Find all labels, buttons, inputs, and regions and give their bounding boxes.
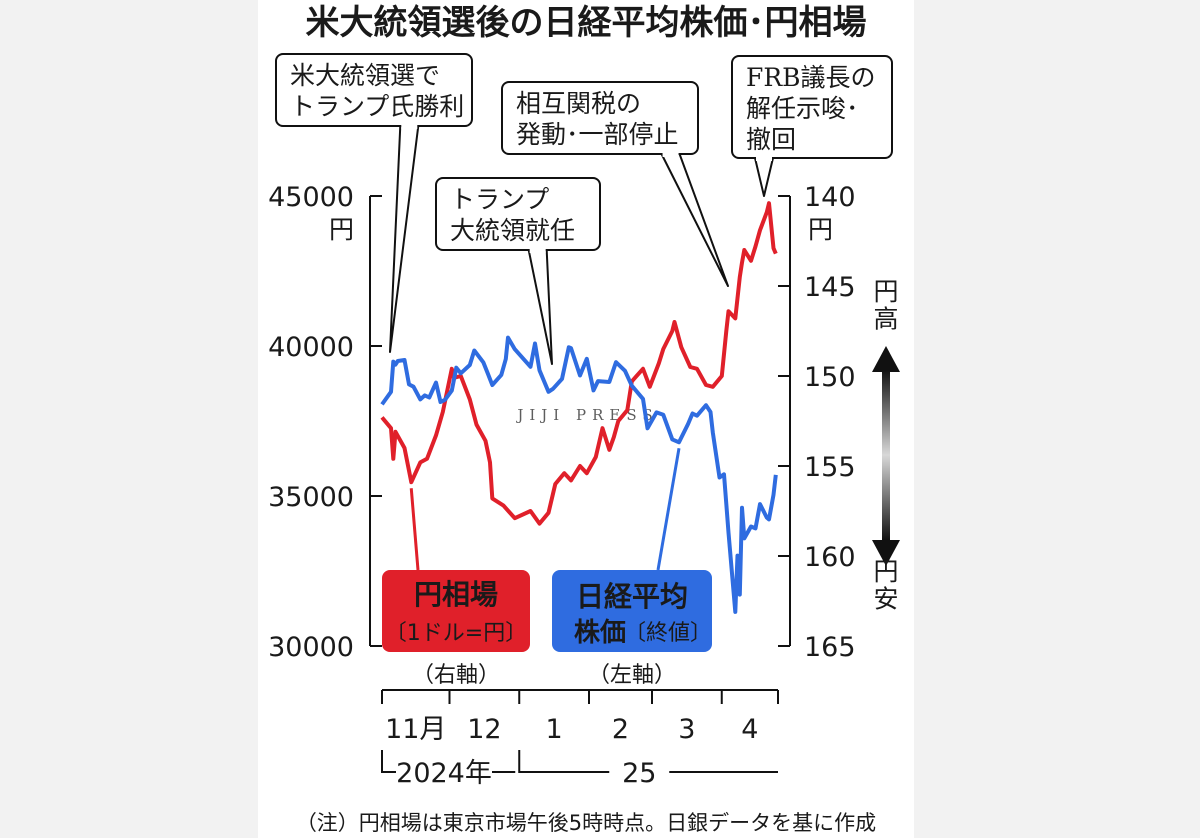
right-tick-label: 145 — [804, 272, 856, 303]
chart-container: 米大統領選後の日経平均株価･円相場 45000 40000 35000 30000 円… — [258, 0, 914, 838]
year-bracket-2025 — [518, 750, 610, 773]
watermark: JIJI PRESS — [515, 406, 658, 424]
x-month-label: 3 — [678, 714, 695, 745]
left-tick-label: 40000 — [268, 332, 354, 363]
right-tick-label: 155 — [804, 452, 856, 483]
legend-nikkei-leader — [656, 448, 681, 571]
legend-yen-sub: 〔1ドル=円〕 — [385, 621, 527, 646]
annotation-text: 解任示唆･ — [746, 94, 859, 123]
annotations: 米大統領選でトランプ氏勝利トランプ大統領就任相互関税の発動･一部停止FRB議長の… — [275, 53, 893, 365]
legend-nikkei-name: 日経平均 — [576, 580, 688, 613]
chart-svg: 米大統領選後の日経平均株価･円相場 45000 40000 35000 30000 円… — [268, 3, 900, 835]
year-bracket-2024 — [381, 750, 396, 773]
legend-yen-name: 円相場 — [414, 578, 498, 611]
annotation-text: FRB議長の — [746, 63, 876, 92]
arrow-down-head — [872, 540, 900, 566]
right-tick-label: 140 — [804, 182, 856, 213]
right-tick-label: 160 — [804, 542, 856, 573]
footnote: （注）円相場は東京市場午後5時時点。日銀データを基に作成 — [296, 811, 876, 835]
annotation-text: トランプ — [450, 185, 549, 214]
annotation-pointer-joint — [756, 155, 772, 161]
annotation-pointer-joint — [401, 123, 418, 129]
legend-nikkei-name2: 株価 — [574, 618, 626, 648]
legend-yen-axis: （右軸） — [412, 663, 500, 688]
x-year-label: 25 — [622, 758, 656, 789]
annotation-pointer-joint — [662, 151, 679, 157]
left-tick-label: 35000 — [268, 482, 354, 513]
x-year-label: 2024年 — [396, 758, 492, 789]
yen-weak-label: 円安 — [873, 557, 898, 614]
legend-nikkei-axis: （左軸） — [588, 663, 676, 688]
x-month-label: 4 — [741, 714, 758, 745]
series-line-nikkei — [380, 335, 778, 614]
left-axis-unit: 円 — [329, 215, 354, 244]
annotation-pointer-joint — [529, 247, 546, 253]
series-line-yen — [380, 201, 778, 526]
x-month-label: 12 — [467, 714, 501, 745]
left-axis-ticks: 45000 40000 35000 30000 — [268, 182, 382, 663]
annotation-text: トランプ氏勝利 — [290, 92, 464, 121]
x-month-label: 2 — [612, 714, 629, 745]
x-month-label: 1 — [546, 714, 563, 745]
right-tick-label: 165 — [804, 632, 856, 663]
annotation-pointer — [527, 249, 553, 365]
legend-yen-leader — [409, 488, 420, 571]
annotation-text: 撤回 — [746, 125, 796, 154]
annotation-box — [435, 177, 601, 251]
annotation-pointer — [754, 157, 774, 197]
yen-strong-label: 円高 — [873, 277, 898, 334]
right-axis-unit: 円 — [808, 215, 833, 244]
annotation-box — [275, 53, 473, 127]
arrow-up-head — [872, 346, 900, 372]
annotation-pointer — [389, 125, 420, 353]
annotation-text: 発動･一部停止 — [516, 120, 679, 149]
x-month-label: 11月 — [385, 714, 446, 745]
left-tick-label: 30000 — [268, 632, 354, 663]
chart-title: 米大統領選後の日経平均株価･円相場 — [306, 3, 867, 43]
legend-nikkei: 日経平均 株価 〔終値〕 — [552, 570, 712, 652]
annotation-text: 米大統領選で — [290, 61, 440, 90]
legend-nikkei-box — [552, 570, 712, 652]
legend-nikkei-sub: 〔終値〕 — [624, 621, 712, 646]
arrow-shaft — [882, 370, 890, 540]
annotation-text: 大統領就任 — [450, 216, 575, 245]
annotation-box — [501, 81, 699, 155]
right-tick-label: 150 — [804, 362, 856, 393]
annotation-box — [731, 55, 893, 159]
legend-yen-box — [382, 570, 530, 652]
legend-yen: 円相場 〔1ドル=円〕 — [382, 570, 530, 652]
right-axis-ticks: 140 145 150 155 160 165 — [778, 182, 856, 663]
yen-direction-arrow — [872, 346, 900, 566]
left-tick-label: 45000 — [268, 182, 354, 213]
annotation-text: 相互関税の — [516, 89, 641, 118]
annotation-pointer — [660, 153, 729, 287]
